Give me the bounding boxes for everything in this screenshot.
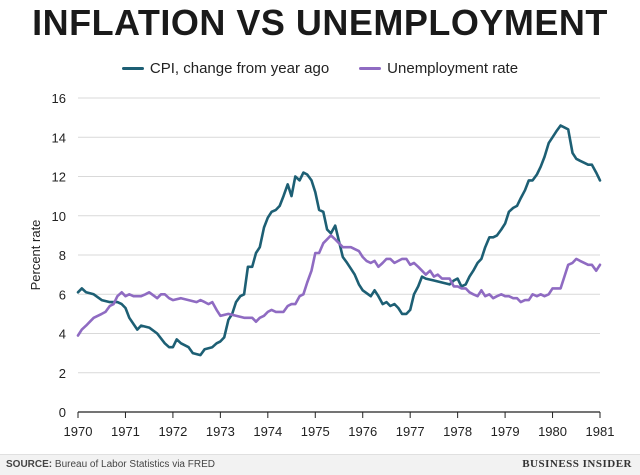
legend-item-cpi: CPI, change from year ago bbox=[121, 60, 330, 77]
x-tick-label-1980: 1980 bbox=[538, 424, 567, 439]
legend-swatch-cpi bbox=[121, 67, 144, 70]
x-tick-label-1974: 1974 bbox=[253, 424, 282, 439]
y-tick-label-10: 10 bbox=[52, 209, 66, 224]
legend-item-unemployment: Unemployment rate bbox=[359, 60, 518, 77]
series-line-cpi bbox=[76, 124, 602, 357]
legend-swatch-unemployment bbox=[359, 67, 382, 70]
y-tick-label-12: 12 bbox=[52, 170, 66, 185]
y-tick-label-4: 4 bbox=[59, 327, 66, 342]
x-tick-label-1976: 1976 bbox=[348, 424, 377, 439]
x-tick-label-1971: 1971 bbox=[111, 424, 140, 439]
x-tick-label-1977: 1977 bbox=[396, 424, 425, 439]
x-tick-label-1970: 1970 bbox=[64, 424, 93, 439]
y-tick-label-14: 14 bbox=[52, 130, 66, 145]
y-tick-label-0: 0 bbox=[59, 405, 66, 420]
legend-label-cpi: CPI, change from year ago bbox=[149, 60, 330, 77]
x-tick-label-1978: 1978 bbox=[443, 424, 472, 439]
y-axis-label: Percent rate bbox=[28, 220, 43, 291]
y-tick-label-8: 8 bbox=[59, 248, 66, 263]
source-label: SOURCE: bbox=[6, 459, 53, 470]
source-note: SOURCE: Bureau of Labor Statistics via F… bbox=[6, 459, 215, 470]
x-tick-label-1972: 1972 bbox=[158, 424, 187, 439]
chart-title: INFLATION VS UNEMPLOYMENT bbox=[32, 2, 608, 43]
x-tick-label-1973: 1973 bbox=[206, 424, 235, 439]
source-text: Bureau of Labor Statistics via FRED bbox=[54, 459, 215, 470]
legend-label-unemployment: Unemployment rate bbox=[387, 60, 519, 77]
series-line-unemployment bbox=[76, 234, 602, 337]
x-tick-label-1975: 1975 bbox=[301, 424, 330, 439]
line-chart: 0 2 4 6 8 10 12 14 16 1970 1971 1972 1973 1974 1975 197… bbox=[28, 91, 615, 439]
y-tick-label-16: 16 bbox=[52, 91, 66, 106]
legend: CPI, change from year ago Unemployment r… bbox=[0, 60, 640, 77]
y-tick-label-6: 6 bbox=[59, 287, 66, 302]
brand-logo: BUSINESS INSIDER bbox=[522, 458, 632, 470]
footer: SOURCE: Bureau of Labor Statistics via F… bbox=[0, 454, 640, 475]
y-tick-label-2: 2 bbox=[59, 366, 66, 381]
x-tick-label-1981: 1981 bbox=[586, 424, 615, 439]
x-tick-label-1979: 1979 bbox=[491, 424, 520, 439]
